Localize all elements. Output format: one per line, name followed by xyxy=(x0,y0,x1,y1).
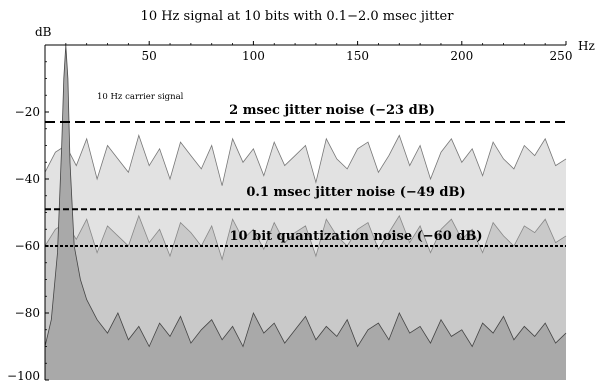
plot-area xyxy=(44,44,567,380)
refline-label-01msec: 0.1 msec jitter noise (−49 dB) xyxy=(246,185,465,200)
series-3-line xyxy=(44,44,567,348)
series-layer xyxy=(44,44,567,380)
x-ticks: 50 100 150 200 250 xyxy=(65,41,573,63)
x-tick-label-100: 100 xyxy=(242,49,265,63)
y-tick-label-100: −100 xyxy=(7,369,40,382)
x-tick-label-150: 150 xyxy=(346,49,369,63)
y-tick-label-20: −20 xyxy=(15,105,40,119)
series-3-area xyxy=(45,45,566,380)
y-ticks: −20 −40 −60 −80 −100 xyxy=(7,61,49,382)
chart-title: 10 Hz signal at 10 bits with 0.1−2.0 mse… xyxy=(141,9,455,24)
x-tick-label-50: 50 xyxy=(142,49,157,63)
series-2-line xyxy=(44,214,567,261)
axes: 50 100 150 200 250 −20 −40 −60 −80 −100 xyxy=(7,41,572,382)
x-tick-label-250: 250 xyxy=(550,49,573,63)
refline-label-2msec: 2 msec jitter noise (−23 dB) xyxy=(229,103,435,118)
y-tick-label-60: −60 xyxy=(15,239,40,253)
y-tick-label-40: −40 xyxy=(15,172,40,186)
y-tick-label-80: −80 xyxy=(15,306,40,320)
y-axis-label: dB xyxy=(35,25,52,39)
carrier-label: 10 Hz carrier signal xyxy=(97,92,184,102)
refline-label-quantization: 10 bit quantization noise (−60 dB) xyxy=(230,229,483,244)
reference-lines xyxy=(45,121,566,247)
x-tick-label-200: 200 xyxy=(450,49,473,63)
series-1-line xyxy=(44,134,567,186)
x-axis-label: Hz xyxy=(578,39,595,53)
